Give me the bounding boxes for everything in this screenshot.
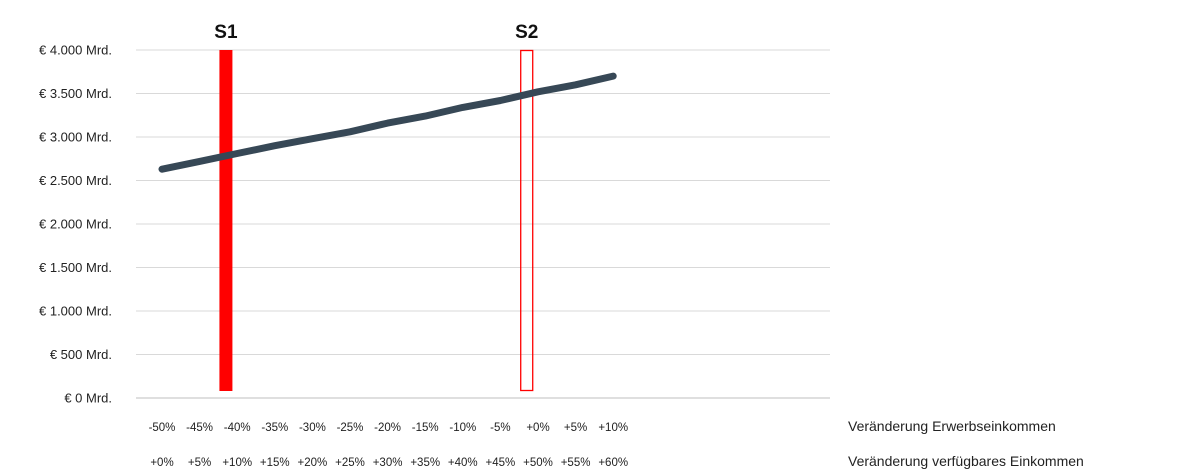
x-tick-label-verfuegbar: +45% bbox=[486, 457, 516, 469]
x-tick-label-erwerb: +10% bbox=[598, 422, 628, 434]
scenario-label-s1: S1 bbox=[214, 22, 238, 43]
x-tick-label-verfuegbar: +10% bbox=[222, 457, 252, 469]
y-tick-label: € 2.500 Mrd. bbox=[39, 173, 112, 188]
y-tick-label: € 1.000 Mrd. bbox=[39, 304, 112, 319]
x-tick-label-erwerb: -15% bbox=[412, 422, 439, 434]
x-tick-label-erwerb: +5% bbox=[564, 422, 587, 434]
scenario-markers: S1 S2 bbox=[214, 22, 538, 392]
x-tick-label-erwerb: -40% bbox=[224, 422, 251, 434]
y-tick-label: € 3.000 Mrd. bbox=[39, 130, 112, 145]
x-tick-label-verfuegbar: +15% bbox=[260, 457, 290, 469]
series-lines bbox=[158, 72, 617, 173]
y-tick-label: € 3.500 Mrd. bbox=[39, 86, 112, 101]
x-tick-label-erwerb: -50% bbox=[149, 422, 176, 434]
x-tick-label-erwerb: -45% bbox=[186, 422, 213, 434]
x-tick-label-verfuegbar: +40% bbox=[448, 457, 478, 469]
scenario-bar-s1 bbox=[219, 50, 233, 391]
scenario-label-s2: S2 bbox=[515, 22, 538, 43]
x-tick-label-verfuegbar: +25% bbox=[335, 457, 365, 469]
y-tick-label: € 0 Mrd. bbox=[64, 391, 112, 406]
x-tick-label-verfuegbar: +35% bbox=[410, 457, 440, 469]
x-tick-label-verfuegbar: +30% bbox=[373, 457, 403, 469]
x-tick-label-verfuegbar: +55% bbox=[561, 457, 591, 469]
x-axis-name-verfuegbar: Veränderung verfügbares Einkommen bbox=[848, 453, 1084, 469]
series-line-1 bbox=[158, 72, 617, 173]
x-tick-label-verfuegbar: +60% bbox=[598, 457, 628, 469]
x-tick-label-verfuegbar: +20% bbox=[298, 457, 328, 469]
x-tick-label-verfuegbar: +0% bbox=[150, 457, 173, 469]
gridlines bbox=[136, 49, 830, 399]
y-axis-ticks: € 0 Mrd. € 500 Mrd. € 1.000 Mrd. € 1.500 Mr… bbox=[39, 43, 112, 406]
x-tick-label-erwerb: -35% bbox=[261, 422, 288, 434]
x-tick-label-erwerb: -25% bbox=[337, 422, 364, 434]
x-tick-label-verfuegbar: +50% bbox=[523, 457, 553, 469]
x-tick-label-verfuegbar: +5% bbox=[188, 457, 211, 469]
scenario-bar-s2 bbox=[520, 49, 534, 392]
y-tick-label: € 500 Mrd. bbox=[50, 347, 112, 362]
x-axis-ticks: -50% -45% -40% -35% -30% -25% -20% -15% -10% -5% +… bbox=[149, 422, 628, 469]
x-tick-label-erwerb: -10% bbox=[449, 422, 476, 434]
y-tick-label: € 4.000 Mrd. bbox=[39, 43, 112, 58]
y-tick-label: € 2.000 Mrd. bbox=[39, 217, 112, 232]
x-tick-label-erwerb: -5% bbox=[490, 422, 510, 434]
x-tick-label-erwerb: +0% bbox=[526, 422, 549, 434]
x-axis-names: Veränderung Erwerbseinkommen Veränderung … bbox=[848, 418, 1084, 469]
x-tick-label-erwerb: -30% bbox=[299, 422, 326, 434]
x-tick-label-erwerb: -20% bbox=[374, 422, 401, 434]
x-axis-name-erwerb: Veränderung Erwerbseinkommen bbox=[848, 418, 1056, 434]
y-tick-label: € 1.500 Mrd. bbox=[39, 260, 112, 275]
